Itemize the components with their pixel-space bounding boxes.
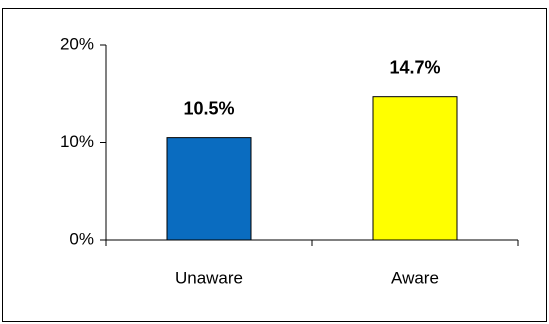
- y-tick-label: 20%: [60, 34, 94, 53]
- value-label: 14.7%: [389, 57, 440, 77]
- x-tick-label: Aware: [391, 268, 439, 287]
- bar: [372, 96, 458, 241]
- value-label: 10.5%: [183, 98, 234, 118]
- bar: [166, 137, 252, 241]
- y-tick-label: 10%: [60, 132, 94, 151]
- x-tick-label: Unaware: [175, 268, 243, 287]
- y-tick-label: 0%: [69, 229, 94, 248]
- chart-border: [2, 8, 547, 322]
